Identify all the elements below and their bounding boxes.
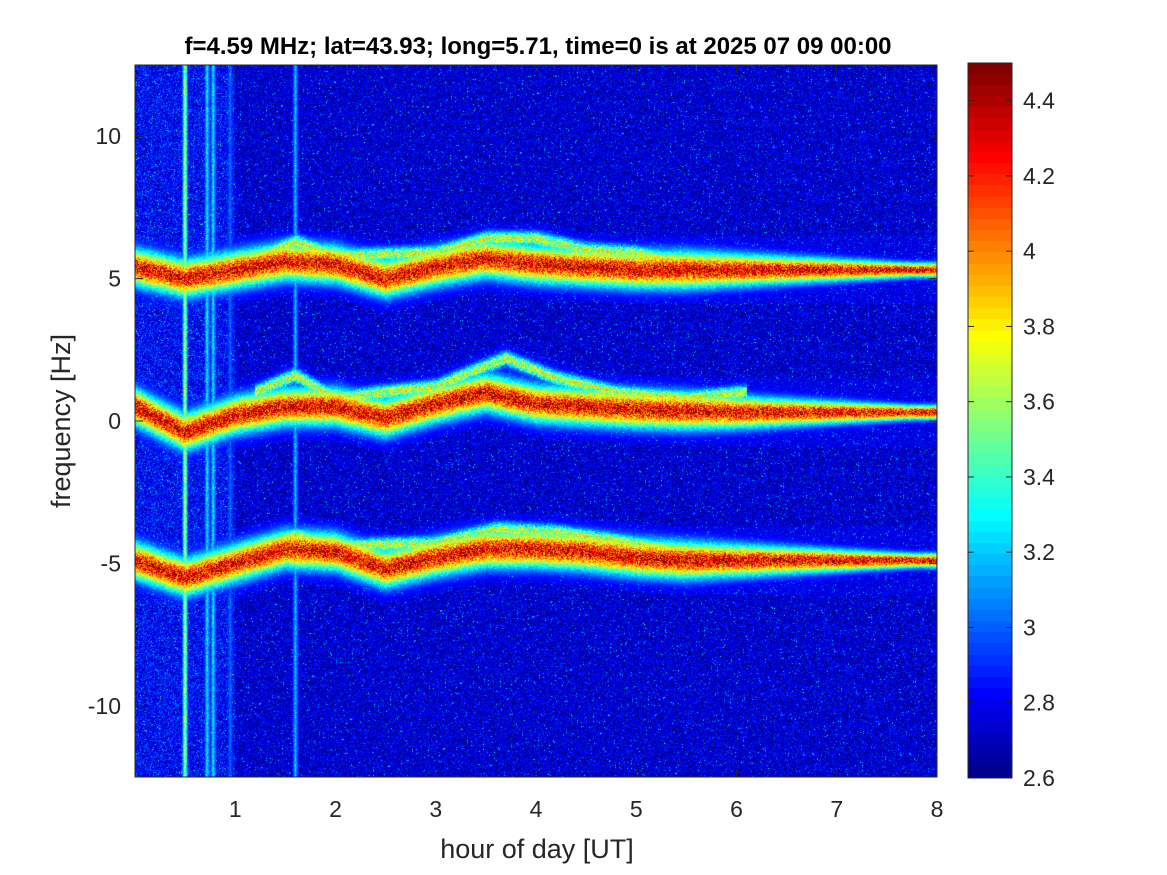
colorbar: 4.4 4.2 4 3.8 3.6 3.4 3.2 3 2.8 2.6 [967,62,1055,791]
x-tick-label: 8 [931,796,944,822]
y-axis-label: frequency [Hz] [46,334,76,508]
colorbar-tick-label: 2.6 [1023,765,1055,791]
colorbar-tick-label: 3 [1023,614,1036,640]
x-tick-label: 7 [830,796,843,822]
colorbar-ticks: 4.4 4.2 4 3.8 3.6 3.4 3.2 3 2.8 2.6 [968,88,1055,791]
colorbar-gradient [968,63,1012,778]
x-axis: 1 2 3 4 5 6 7 8 [229,65,944,822]
y-tick-label: -10 [88,693,121,719]
y-tick-label: 0 [108,408,121,434]
chart-title: f=4.59 MHz; lat=43.93; long=5.71, time=0… [184,33,891,60]
y-axis: 10 5 0 -5 -10 [88,123,937,719]
x-tick-label: 1 [229,796,242,822]
colorbar-tick-label: 3.4 [1023,464,1055,490]
spectrogram-heatmap [135,65,937,777]
x-axis-label: hour of day [UT] [440,834,634,864]
x-tick-label: 6 [730,796,743,822]
colorbar-tick-label: 4.4 [1023,88,1055,114]
colorbar-frame [967,62,1013,779]
colorbar-tick-label: 3.8 [1023,313,1055,339]
colorbar-tick-label: 3.2 [1023,539,1055,565]
colorbar-tick-label: 4 [1023,238,1036,264]
x-tick-label: 4 [530,796,543,822]
colorbar-tick-label: 3.6 [1023,389,1055,415]
plot-area [134,64,938,778]
x-tick-label: 5 [630,796,643,822]
x-tick-label: 2 [329,796,342,822]
colorbar-tick-label: 2.8 [1023,690,1055,716]
y-tick-label: 5 [108,266,121,292]
x-tick-label: 3 [429,796,442,822]
colorbar-tick-label: 4.2 [1023,163,1055,189]
y-tick-label: 10 [95,123,121,149]
y-tick-label: -5 [101,550,121,576]
